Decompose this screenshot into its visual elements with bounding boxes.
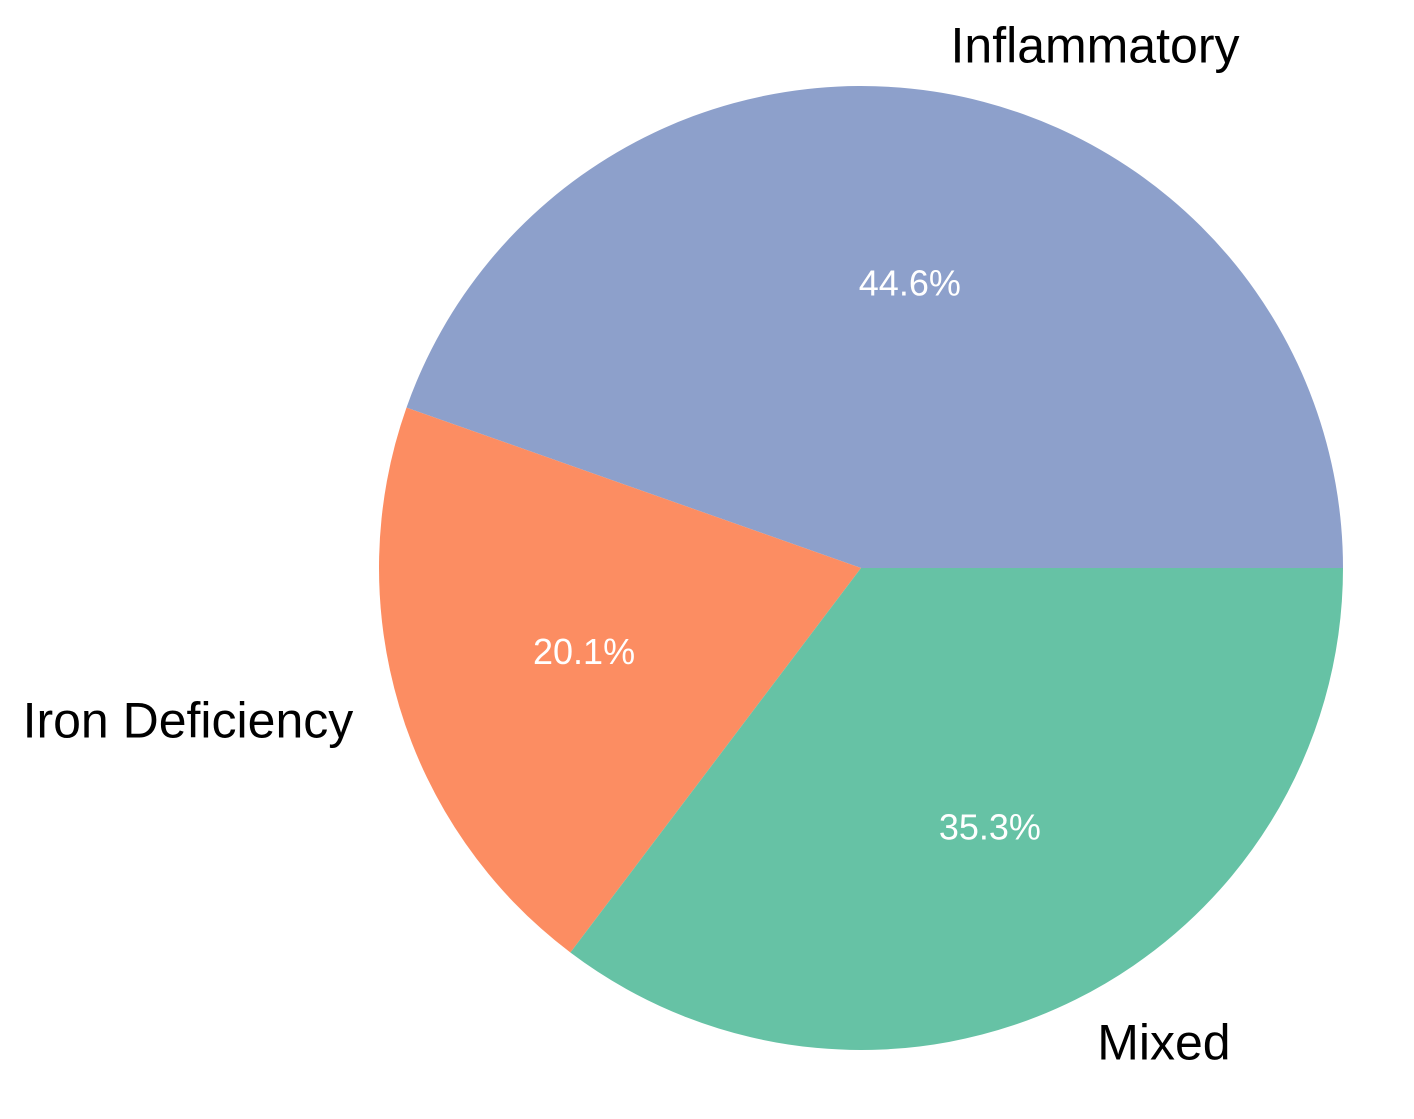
pie-category-label-iron-deficiency: Iron Deficiency xyxy=(23,693,354,749)
pie-category-label-mixed: Mixed xyxy=(1097,1015,1230,1071)
pie-percent-labels: 44.6% 20.1% 35.3% xyxy=(533,262,1041,847)
pie-category-labels: Inflammatory Iron Deficiency Mixed xyxy=(23,17,1240,1070)
pie-category-label-inflammatory: Inflammatory xyxy=(951,17,1240,73)
pie-slices xyxy=(379,86,1343,1050)
pie-slice-iron-deficiency xyxy=(379,407,861,953)
pie-percent-label-inflammatory: 44.6% xyxy=(859,262,961,303)
pie-slice-mixed xyxy=(570,568,1343,1050)
pie-percent-label-mixed: 35.3% xyxy=(939,806,1041,847)
pie-percent-label-iron-deficiency: 20.1% xyxy=(533,631,635,672)
pie-slice-inflammatory xyxy=(406,86,1343,568)
